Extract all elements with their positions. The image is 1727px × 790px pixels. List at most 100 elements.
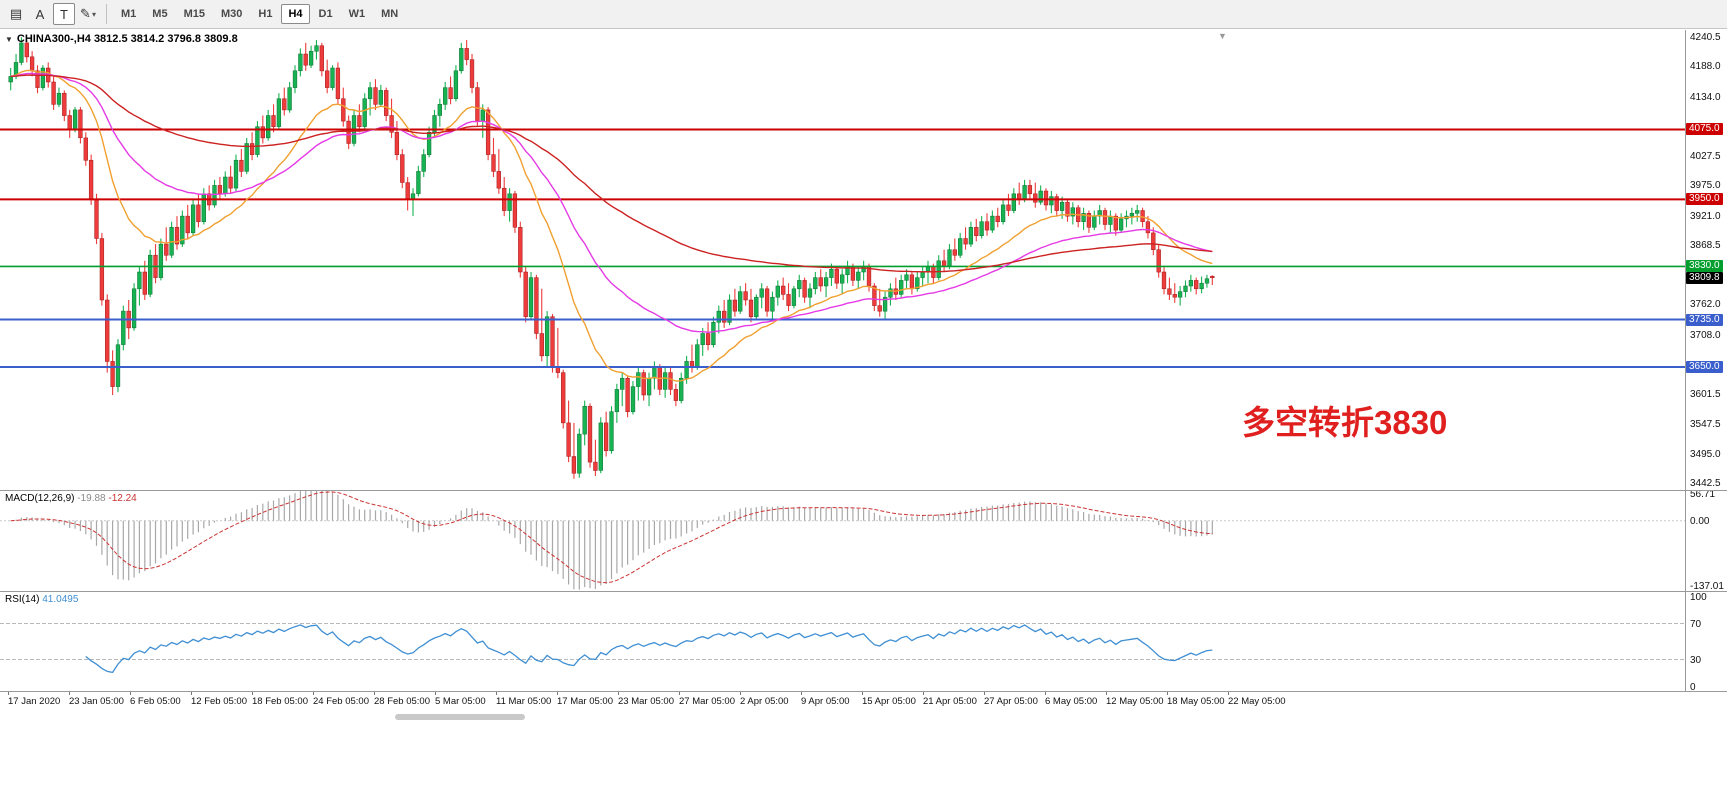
time-label: 24 Feb 05:00 xyxy=(313,696,369,707)
text-tool-icon[interactable]: T xyxy=(53,3,75,25)
pointer-tool-icon[interactable]: A xyxy=(35,6,45,22)
price-tick: 3921.0 xyxy=(1690,211,1721,222)
macd-value-main: -19.88 xyxy=(77,493,106,504)
price-badge: 4075.0 xyxy=(1686,123,1723,135)
time-tick xyxy=(740,692,741,695)
time-tick xyxy=(1167,692,1168,695)
time-tick xyxy=(69,692,70,695)
chart-header: ▼ CHINA300-,H4 3812.5 3814.2 3796.8 3809… xyxy=(5,33,238,45)
candlestick-chart[interactable] xyxy=(0,30,1685,490)
time-label: 28 Feb 05:00 xyxy=(374,696,430,707)
price-axis-line xyxy=(1685,30,1686,692)
h-scrollbar[interactable] xyxy=(0,712,1727,790)
price-tick: 4027.5 xyxy=(1690,151,1721,162)
time-tick xyxy=(923,692,924,695)
time-tick xyxy=(8,692,9,695)
time-axis[interactable]: 17 Jan 2020 23 Jan 05:00 6 Feb 05:00 12 Feb… xyxy=(0,692,1685,710)
timeframe-m5[interactable]: M5 xyxy=(152,8,168,20)
time-label: 17 Jan 2020 xyxy=(8,696,61,707)
time-label: 15 Apr 05:00 xyxy=(862,696,916,707)
time-label: 9 Apr 05:00 xyxy=(801,696,850,707)
price-tick: 0.00 xyxy=(1690,516,1710,527)
time-label: 22 May 05:00 xyxy=(1228,696,1286,707)
macd-axis[interactable]: 56.71 0.00 -137.01 xyxy=(1686,491,1727,591)
time-label: 21 Apr 05:00 xyxy=(923,696,977,707)
chart-list-icon[interactable]: ▤ xyxy=(9,6,23,21)
price-badge: 3830.0 xyxy=(1686,260,1723,272)
timeframe-w1[interactable]: W1 xyxy=(348,8,366,20)
price-tick: -137.01 xyxy=(1690,581,1724,591)
price-badge: 3735.0 xyxy=(1686,314,1723,326)
price-tick: 30 xyxy=(1690,655,1702,666)
time-tick xyxy=(618,692,619,695)
time-tick xyxy=(252,692,253,695)
time-tick xyxy=(679,692,680,695)
price-tick: 4188.0 xyxy=(1690,61,1721,72)
time-label: 18 May 05:00 xyxy=(1167,696,1225,707)
time-tick xyxy=(435,692,436,695)
time-tick xyxy=(374,692,375,695)
macd-panel[interactable]: MACD(12,26,9) -19.88 -12.24 xyxy=(0,491,1685,591)
price-badge: 3950.0 xyxy=(1686,193,1723,205)
price-tick: 0 xyxy=(1690,682,1696,691)
timeframe-m1[interactable]: M1 xyxy=(121,8,137,20)
time-label: 6 May 05:00 xyxy=(1045,696,1098,707)
timeframe-group: M1 M5 M15 M30 H1 H4 D1 W1 MN xyxy=(114,4,405,24)
timeframe-h1[interactable]: H1 xyxy=(258,8,273,20)
main-chart-panel[interactable]: ▼ CHINA300-,H4 3812.5 3814.2 3796.8 3809… xyxy=(0,30,1685,490)
time-label: 2 Apr 05:00 xyxy=(740,696,789,707)
price-tick: 3868.5 xyxy=(1690,240,1721,251)
time-label: 18 Feb 05:00 xyxy=(252,696,308,707)
panel-divider[interactable] xyxy=(0,490,1727,491)
price-tick: 3601.5 xyxy=(1690,389,1721,400)
price-badge: 3809.8 xyxy=(1686,272,1723,284)
timeframe-m30[interactable]: M30 xyxy=(220,8,243,20)
draw-tool-icon[interactable]: ✎ ▾ xyxy=(80,6,96,21)
panel-divider[interactable] xyxy=(0,591,1727,592)
time-tick xyxy=(1106,692,1107,695)
h-scrollbar-thumb[interactable] xyxy=(395,714,525,720)
time-label: 23 Mar 05:00 xyxy=(618,696,674,707)
time-label: 11 Mar 05:00 xyxy=(496,696,552,707)
price-tick: 100 xyxy=(1690,592,1707,603)
price-axis[interactable]: 4240.5 4188.0 4134.0 4027.5 3975.0 3921.0 3868… xyxy=(1686,30,1727,490)
macd-chart[interactable] xyxy=(0,491,1685,591)
price-tick: 56.71 xyxy=(1690,491,1716,500)
price-tick: 3975.0 xyxy=(1690,180,1721,191)
time-tick xyxy=(313,692,314,695)
rsi-chart[interactable] xyxy=(0,592,1685,691)
time-label: 12 Feb 05:00 xyxy=(191,696,247,707)
chart-title: CHINA300-,H4 3812.5 3814.2 3796.8 3809.8 xyxy=(16,33,238,45)
time-tick xyxy=(801,692,802,695)
timeframe-m15[interactable]: M15 xyxy=(183,8,205,20)
time-label: 5 Mar 05:00 xyxy=(435,696,486,707)
chart-annotation: 多空转折3830 xyxy=(1242,404,1448,441)
time-tick xyxy=(496,692,497,695)
price-tick: 3708.0 xyxy=(1690,330,1721,341)
time-tick xyxy=(862,692,863,695)
rsi-axis[interactable]: 100 70 30 0 xyxy=(1686,592,1727,691)
time-label: 6 Feb 05:00 xyxy=(130,696,181,707)
toolbar-separator xyxy=(106,4,107,24)
time-label: 27 Mar 05:00 xyxy=(679,696,735,707)
rsi-panel[interactable]: RSI(14) 41.0495 xyxy=(0,592,1685,691)
timeframe-d1[interactable]: D1 xyxy=(318,8,333,20)
toolbar: ▤ A T ✎ ▾ M1 M5 M15 M30 H1 H4 D1 W1 MN xyxy=(0,0,1727,29)
time-label: 23 Jan 05:00 xyxy=(69,696,124,707)
price-tick: 70 xyxy=(1690,619,1702,630)
time-tick xyxy=(130,692,131,695)
price-tick: 3547.5 xyxy=(1690,419,1721,430)
tool-group: ▤ A T ✎ ▾ xyxy=(5,3,99,25)
timeframe-mn[interactable]: MN xyxy=(381,8,399,20)
macd-value-signal: -12.24 xyxy=(108,493,137,504)
collapse-icon[interactable]: ▼ xyxy=(5,34,13,44)
time-label: 12 May 05:00 xyxy=(1106,696,1164,707)
rsi-value: 41.0495 xyxy=(42,594,79,605)
price-tick: 4134.0 xyxy=(1690,92,1721,103)
rsi-label: RSI(14) 41.0495 xyxy=(5,594,79,605)
timeframe-h4[interactable]: H4 xyxy=(281,4,310,24)
time-tick xyxy=(1228,692,1229,695)
macd-label: MACD(12,26,9) -19.88 -12.24 xyxy=(5,493,137,504)
price-badge: 3650.0 xyxy=(1686,361,1723,373)
